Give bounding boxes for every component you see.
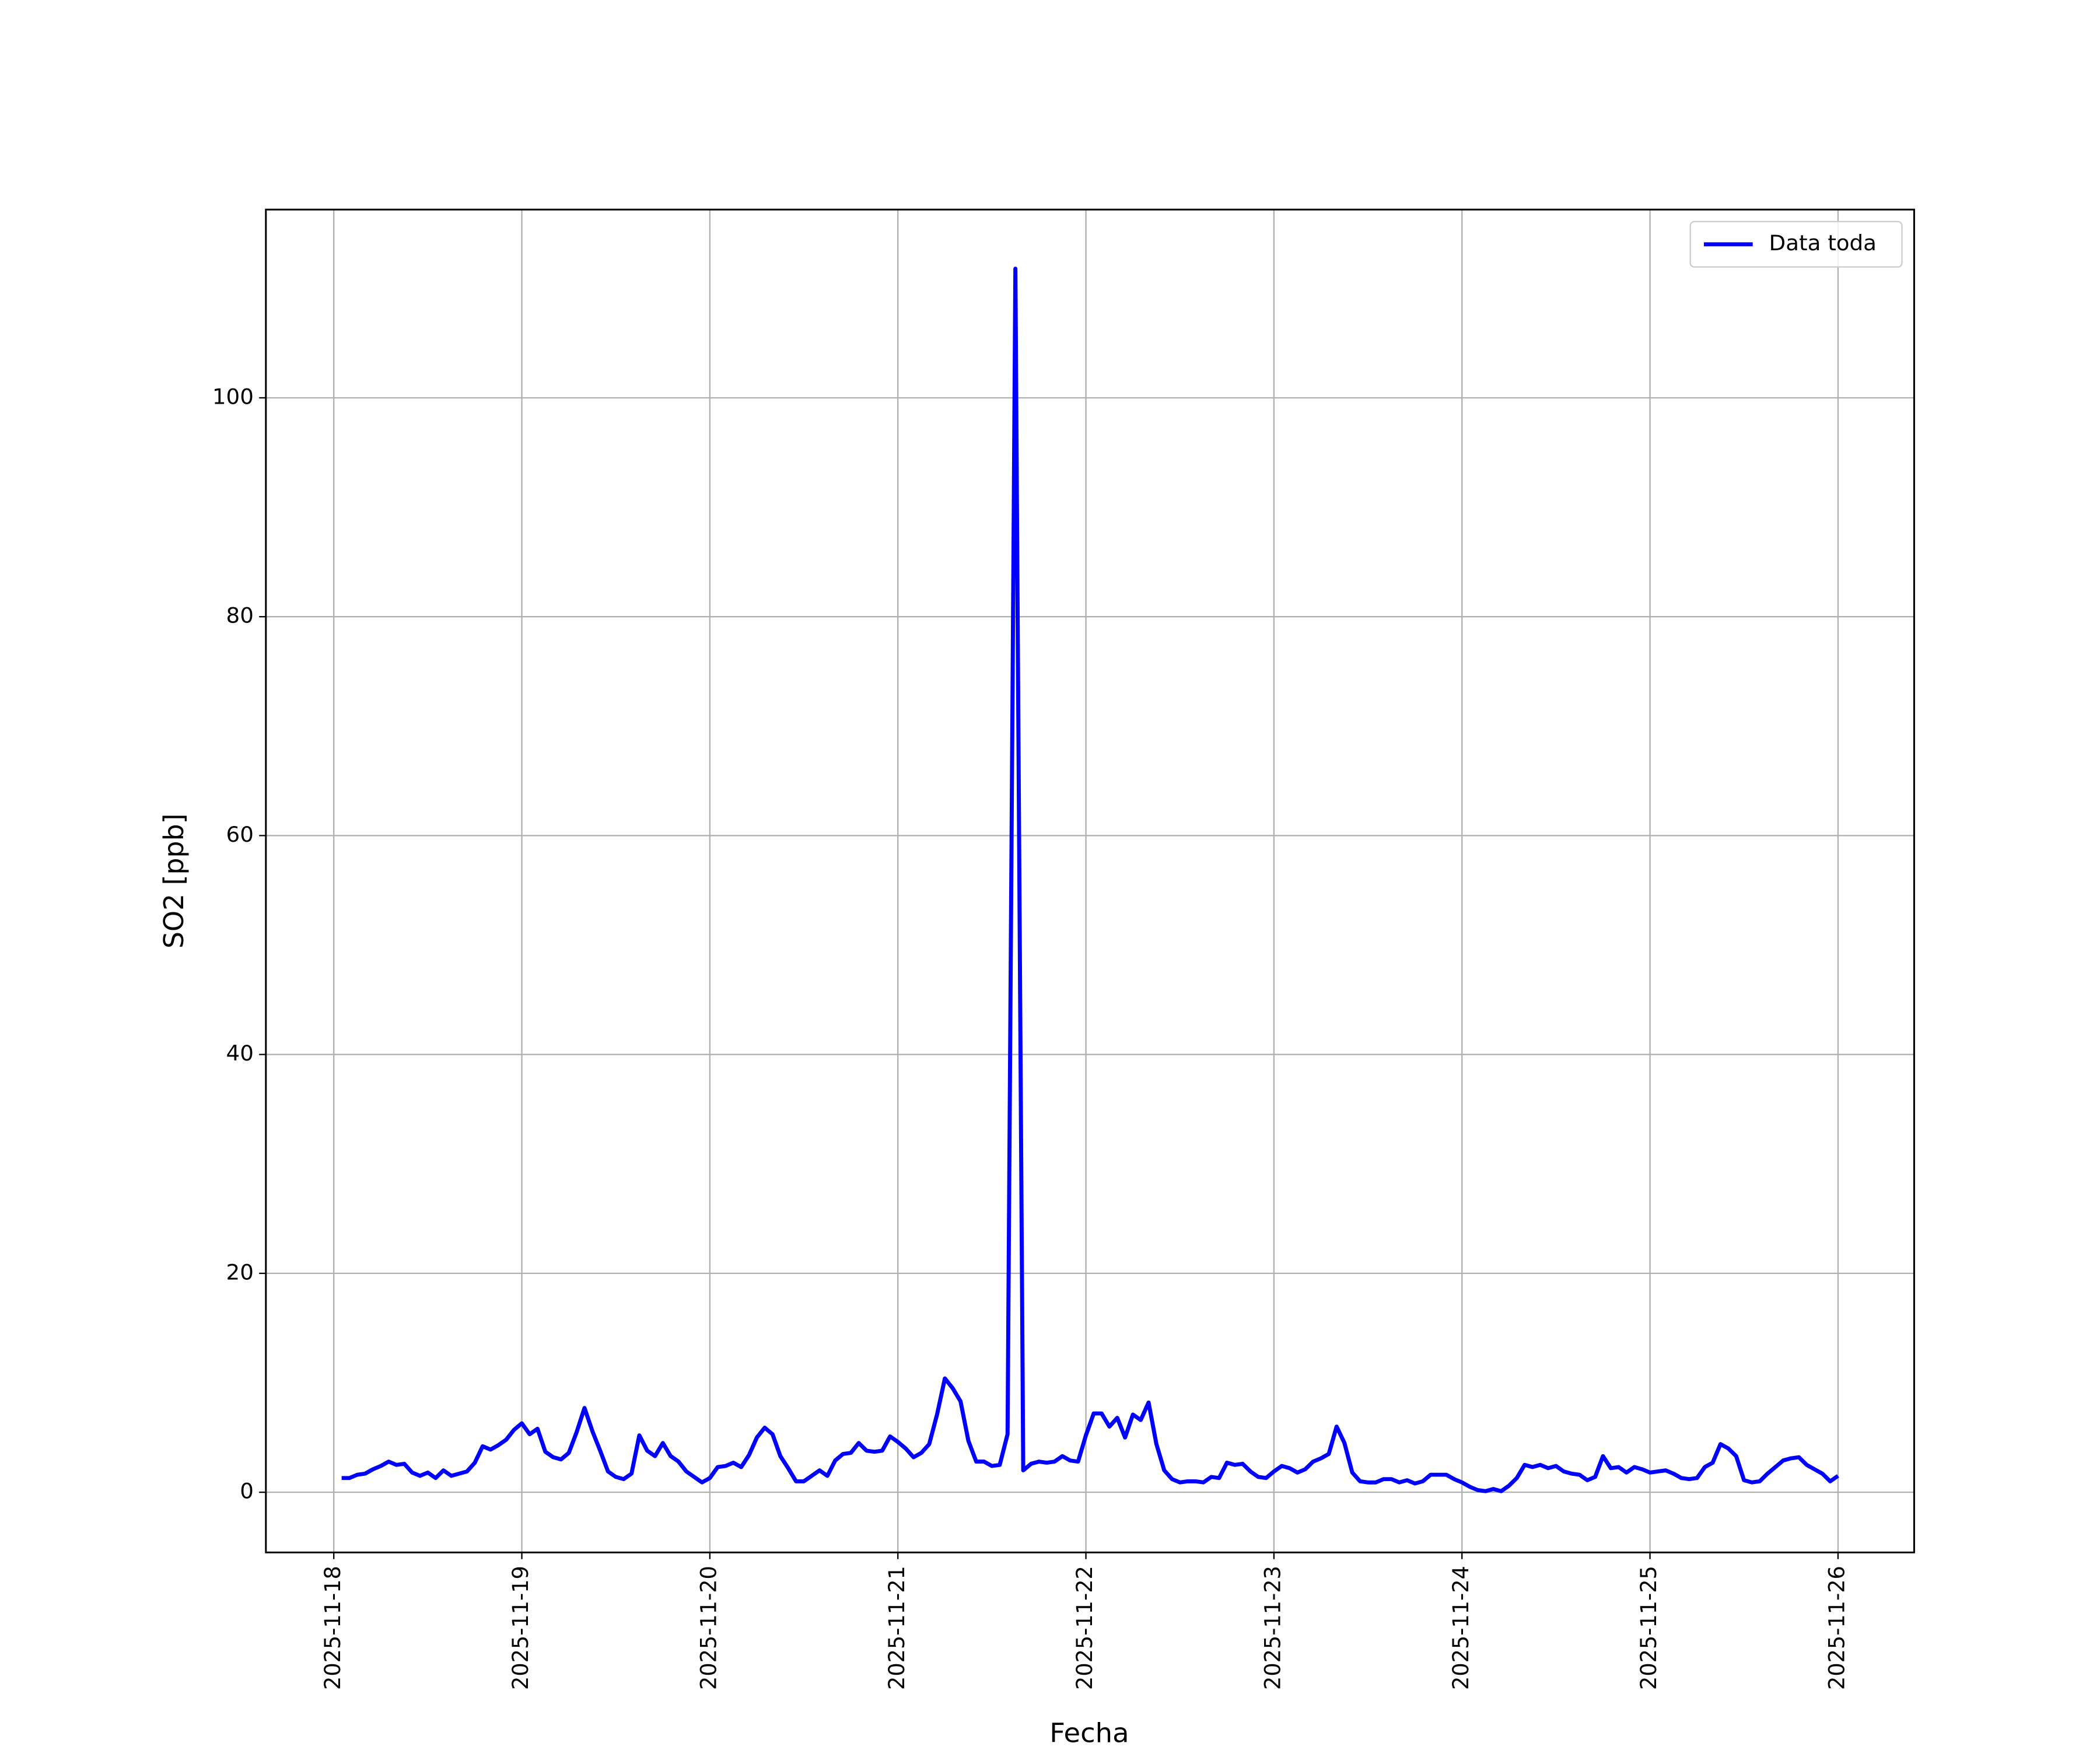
x-tick-label: 2025-11-26 [1824,1566,1849,1690]
x-axis-label: Fecha [1049,1717,1129,1749]
y-tick-label: 80 [226,603,254,628]
y-tick-label: 40 [226,1041,254,1066]
y-tick-label: 100 [212,384,254,410]
x-tick-label: 2025-11-19 [508,1566,533,1690]
x-tick-label: 2025-11-25 [1636,1566,1661,1690]
line-series [341,267,1839,1493]
y-axis-label: SO2 [ppb] [158,814,190,949]
x-tick-label: 2025-11-22 [1072,1566,1097,1690]
legend: Data toda [1689,220,1903,268]
y-tick-label: 20 [226,1260,254,1285]
legend-box [1689,220,1903,268]
x-tick-label: 2025-11-24 [1448,1566,1474,1690]
legend-label: Data toda [1769,230,1877,256]
x-tick-label: 2025-11-18 [320,1566,345,1690]
x-tick-label: 2025-11-21 [884,1566,909,1690]
y-tick-label: 0 [240,1479,254,1504]
y-tick-label: 60 [226,822,254,847]
plot-frame [265,208,1915,1553]
x-tick-label: 2025-11-23 [1260,1566,1285,1690]
x-tick-label: 2025-11-20 [696,1566,721,1690]
